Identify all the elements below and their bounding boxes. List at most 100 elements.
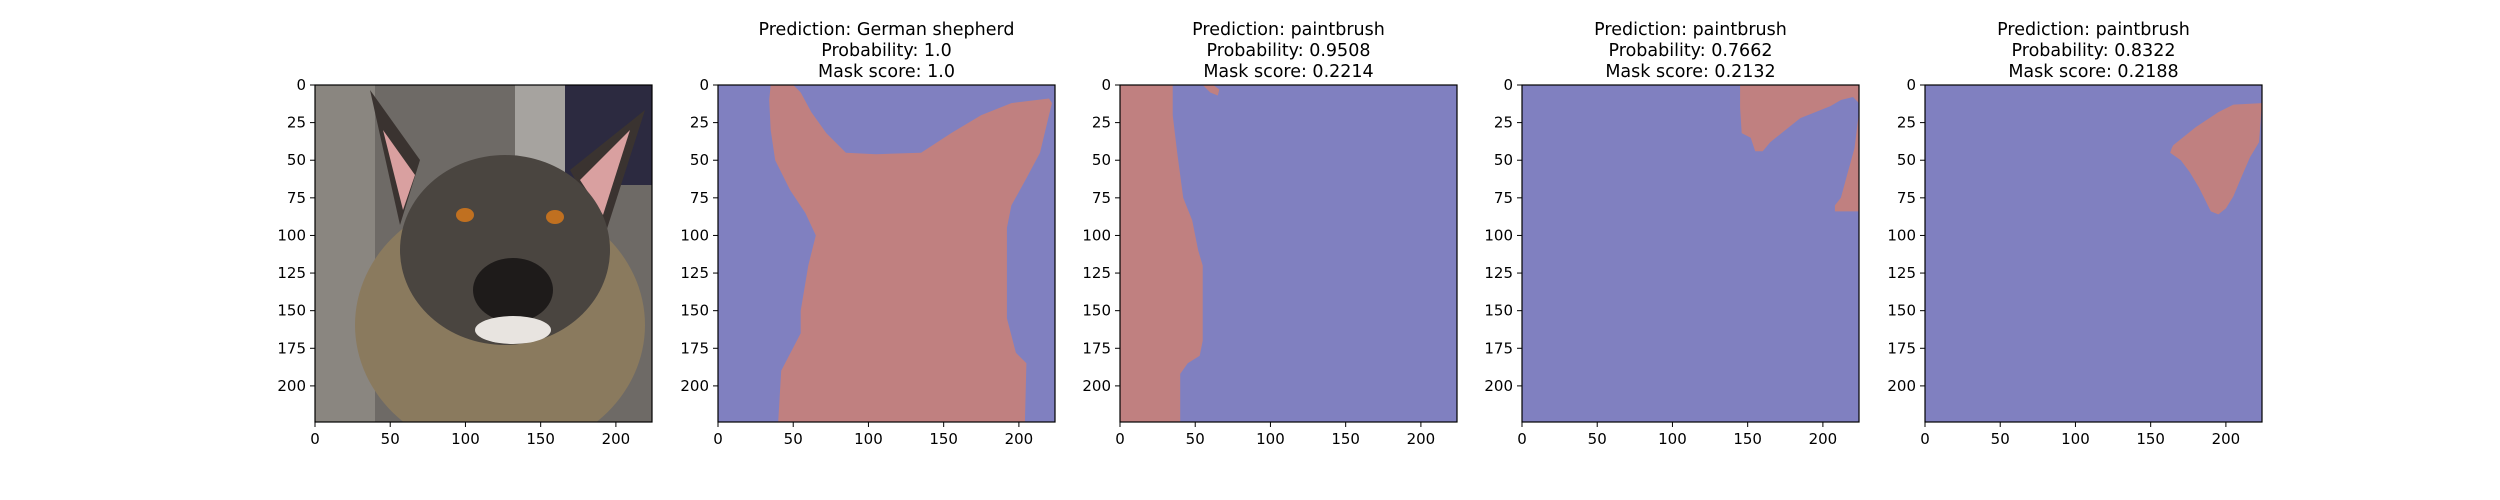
x-tick-label: 0 <box>310 430 320 448</box>
y-tick-label: 125 <box>1082 264 1111 282</box>
y-tick-label: 200 <box>680 377 709 395</box>
x-tick-label: 50 <box>1588 430 1607 448</box>
y-tick-label: 150 <box>1082 302 1111 320</box>
subplot-2: 0 50 100 150 200 0 25 50 75 100 125 150 175 200 Predic… <box>680 20 1056 448</box>
y-tick-label: 75 <box>287 189 306 207</box>
mask-region <box>2170 103 2262 215</box>
subplot-1: 0 50 100 150 200 0 25 50 75 100 125 150 175 200 <box>277 76 653 448</box>
x-tick-label: 0 <box>1115 430 1125 448</box>
mask-regions <box>1120 85 1220 422</box>
x-tick-label: 150 <box>1331 430 1360 448</box>
x-tick-label: 0 <box>1517 430 1527 448</box>
y-tick-label: 150 <box>1887 302 1916 320</box>
axes-frame <box>1119 84 1458 423</box>
subplot-title-line: Prediction: German shepherd <box>759 20 1015 40</box>
subplot-3: 0 50 100 150 200 0 25 50 75 100 125 150 175 200 Predic… <box>1082 20 1458 448</box>
subplot-4: 0 50 100 150 200 0 25 50 75 100 125 150 175 200 Predic… <box>1484 20 1860 448</box>
y-tick-label: 50 <box>1897 151 1916 169</box>
mask-region <box>1202 85 1220 96</box>
x-tick-label: 200 <box>1005 430 1034 448</box>
y-tick-label: 25 <box>1494 114 1513 132</box>
mask-region <box>1740 85 1859 152</box>
subplot-title-line: Probability: 1.0 <box>821 41 952 61</box>
x-tick-label: 50 <box>1186 430 1205 448</box>
x-tick-label: 150 <box>2136 430 2165 448</box>
x-tick-label: 50 <box>1991 430 2010 448</box>
y-tick-label: 25 <box>1092 114 1111 132</box>
axes-frame <box>1924 84 2263 423</box>
subplot-title-line: Prediction: paintbrush <box>1192 20 1385 40</box>
y-tick-label: 100 <box>1082 226 1111 244</box>
x-tick-label: 150 <box>1733 430 1762 448</box>
y-tick-label: 25 <box>287 114 306 132</box>
muzzle <box>473 258 553 322</box>
y-tick-label: 200 <box>1082 377 1111 395</box>
axes-frame <box>314 84 653 423</box>
subplot-title-line: Prediction: paintbrush <box>1594 20 1787 40</box>
teeth <box>475 316 551 344</box>
axes-frame <box>1521 84 1860 423</box>
subplot-title-line: Probability: 0.9508 <box>1207 41 1371 61</box>
x-tick-label: 100 <box>1658 430 1687 448</box>
x-tick-label: 100 <box>854 430 883 448</box>
y-tick-label: 0 <box>296 76 306 94</box>
left-ear-inner <box>383 130 415 210</box>
subplot-title-line: Mask score: 0.2188 <box>2008 62 2178 82</box>
x-tick-label: 200 <box>1407 430 1436 448</box>
mask-background <box>1522 85 1859 422</box>
y-tick-label: 0 <box>699 76 709 94</box>
y-tick-label: 200 <box>1484 377 1513 395</box>
y-tick-label: 175 <box>1484 339 1513 357</box>
x-tick-label: 100 <box>2061 430 2090 448</box>
y-tick-label: 50 <box>1092 151 1111 169</box>
y-tick-label: 75 <box>690 189 709 207</box>
y-tick-label: 50 <box>287 151 306 169</box>
head <box>400 155 610 345</box>
y-tick-label: 0 <box>1906 76 1916 94</box>
dog-photo <box>315 85 652 422</box>
subplot-title-line: Mask score: 0.2132 <box>1605 62 1775 82</box>
mask-regions <box>769 85 1052 422</box>
mask-region <box>1834 112 1859 212</box>
mask-region <box>1120 85 1203 422</box>
y-tick-label: 125 <box>680 264 709 282</box>
y-tick-label: 200 <box>277 377 306 395</box>
left-eye <box>456 208 474 222</box>
subplot-title-line: Probability: 0.7662 <box>1609 41 1773 61</box>
y-tick-label: 125 <box>1484 264 1513 282</box>
x-tick-label: 50 <box>784 430 803 448</box>
x-tick-label: 100 <box>1256 430 1285 448</box>
x-tick-label: 100 <box>451 430 480 448</box>
right-eye <box>546 210 564 224</box>
y-tick-label: 175 <box>1082 339 1111 357</box>
y-tick-label: 0 <box>1503 76 1513 94</box>
right-ear-inner <box>580 130 630 215</box>
y-tick-label: 25 <box>1897 114 1916 132</box>
y-tick-label: 200 <box>1887 377 1916 395</box>
subplot-title-line: Prediction: paintbrush <box>1997 20 2190 40</box>
y-tick-label: 100 <box>1484 226 1513 244</box>
y-tick-label: 150 <box>277 302 306 320</box>
subplot-title-line: Probability: 0.8322 <box>2012 41 2176 61</box>
y-tick-label: 75 <box>1897 189 1916 207</box>
x-tick-label: 150 <box>929 430 958 448</box>
x-tick-label: 150 <box>526 430 555 448</box>
y-tick-label: 150 <box>1484 302 1513 320</box>
x-tick-label: 0 <box>1920 430 1930 448</box>
y-tick-label: 75 <box>1494 189 1513 207</box>
y-tick-label: 150 <box>680 302 709 320</box>
subplot-title-line: Mask score: 0.2214 <box>1203 62 1373 82</box>
subplot-5: 0 50 100 150 200 0 25 50 75 100 125 150 175 200 Predic… <box>1887 20 2263 448</box>
y-tick-label: 0 <box>1101 76 1111 94</box>
x-tick-label: 0 <box>713 430 723 448</box>
y-tick-label: 50 <box>690 151 709 169</box>
x-tick-label: 50 <box>381 430 400 448</box>
y-tick-label: 25 <box>690 114 709 132</box>
subplot-title-line: Mask score: 1.0 <box>818 62 955 82</box>
y-tick-label: 100 <box>1887 226 1916 244</box>
y-tick-label: 50 <box>1494 151 1513 169</box>
y-tick-label: 175 <box>680 339 709 357</box>
y-tick-label: 75 <box>1092 189 1111 207</box>
x-tick-label: 200 <box>602 430 631 448</box>
